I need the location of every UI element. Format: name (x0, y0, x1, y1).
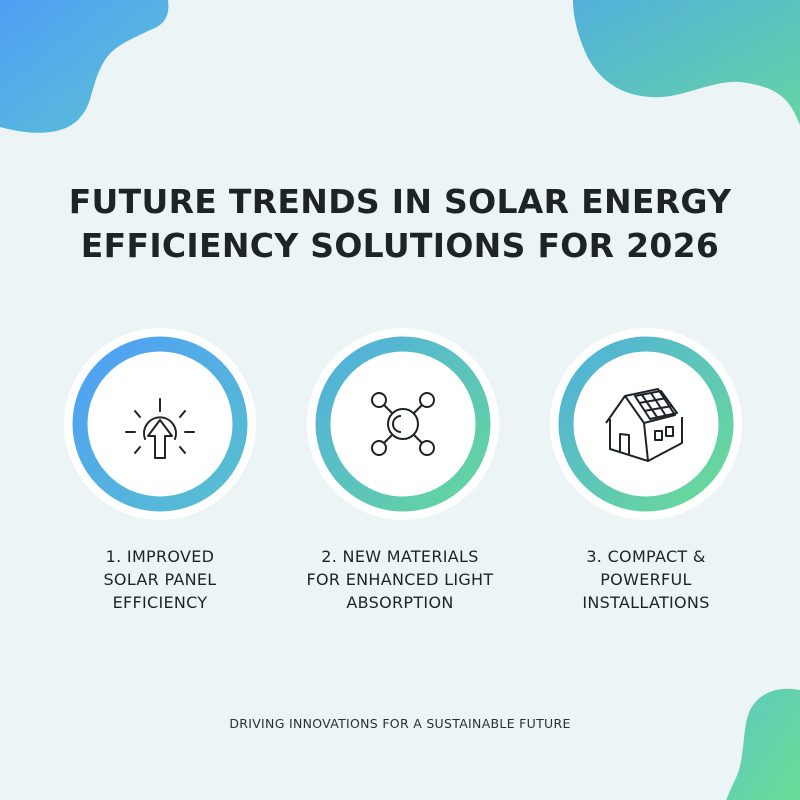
trend-label-1: 1. IMPROVED SOLAR PANEL EFFICIENCY (103, 547, 217, 612)
top-left-blob (0, 0, 169, 133)
molecule-network-icon (307, 328, 499, 520)
sun-arrow-up-icon (64, 328, 256, 520)
page-title: FUTURE TRENDS IN SOLAR ENERGY EFFICIENCY… (68, 182, 732, 265)
bottom-right-blob (726, 688, 800, 800)
top-right-blob (573, 0, 800, 125)
trend-card-3 (549, 327, 743, 521)
footer-tagline: DRIVING INNOVATIONS FOR A SUSTAINABLE FU… (229, 716, 571, 731)
trend-label-2: 2. NEW MATERIALS FOR ENHANCED LIGHT ABSO… (306, 547, 494, 612)
house-solar-panel-icon (550, 328, 742, 520)
trend-card-1 (63, 327, 257, 521)
trend-card-2 (306, 327, 500, 521)
trend-label-3: 3. COMPACT & POWERFUL INSTALLATIONS (582, 547, 710, 612)
